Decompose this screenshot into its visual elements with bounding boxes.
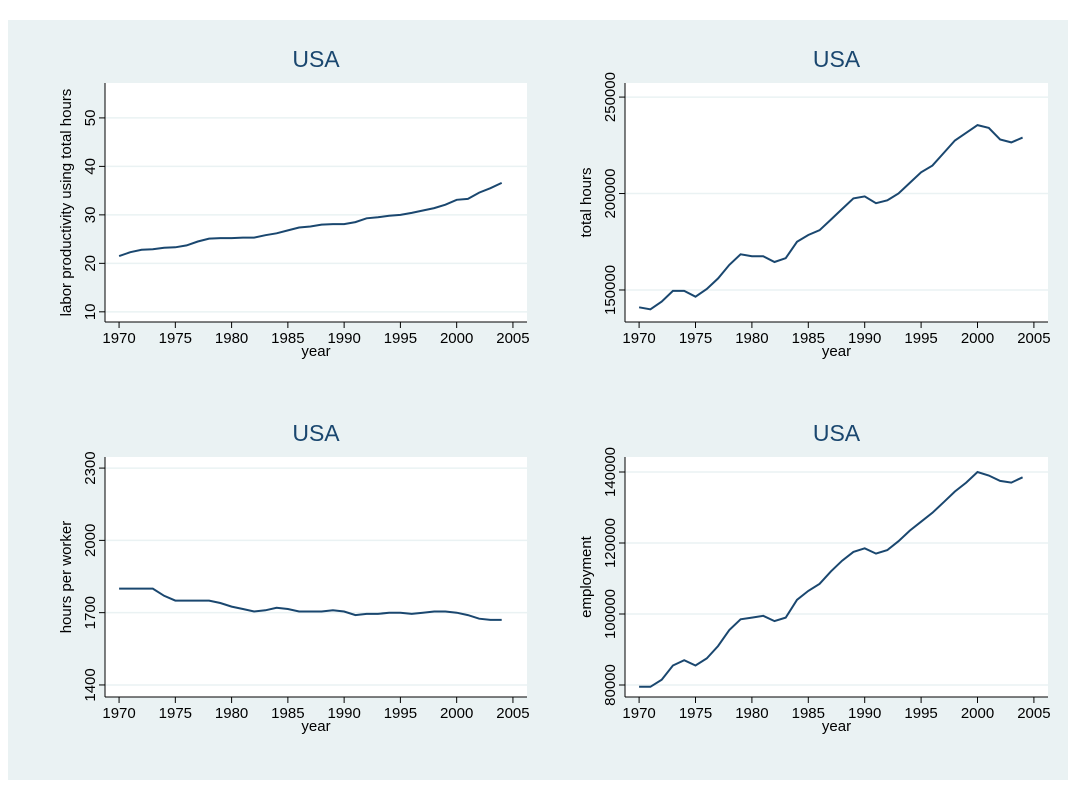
x-tick-label: 1980 — [215, 705, 248, 722]
x-axis-label: year — [822, 343, 851, 360]
x-tick-label: 1985 — [271, 330, 304, 347]
x-tick-label: 1970 — [102, 330, 135, 347]
plot-area — [105, 457, 527, 697]
x-tick-label: 1995 — [384, 705, 417, 722]
plot-area — [105, 83, 527, 322]
plot-area — [625, 457, 1048, 697]
x-axis-label: year — [301, 718, 330, 735]
x-tick-label: 1985 — [792, 705, 825, 722]
y-axis-label: employment — [578, 535, 595, 618]
x-tick-label: 1985 — [271, 705, 304, 722]
x-tick-label: 1970 — [622, 330, 655, 347]
chart-title: USA — [292, 46, 340, 72]
x-tick-label: 2000 — [440, 330, 473, 347]
chart-title: USA — [292, 420, 340, 446]
x-tick-label: 1985 — [792, 330, 825, 347]
y-tick-label: 120000 — [602, 518, 619, 568]
x-tick-label: 2005 — [496, 705, 529, 722]
x-tick-label: 2005 — [1017, 330, 1050, 347]
x-tick-label: 1995 — [904, 330, 937, 347]
x-tick-label: 1980 — [735, 330, 768, 347]
x-tick-label: 2000 — [440, 705, 473, 722]
x-tick-label: 1980 — [215, 330, 248, 347]
y-axis-label: labor productivity using total hours — [58, 89, 75, 317]
x-tick-label: 1970 — [622, 705, 655, 722]
data-line — [638, 124, 1023, 311]
data-line — [118, 181, 503, 258]
chart-title: USA — [813, 420, 861, 446]
x-axis-label: year — [822, 718, 851, 735]
y-tick-label: 140000 — [602, 447, 619, 497]
chart-title: USA — [813, 46, 861, 72]
y-tick-label: 30 — [82, 207, 99, 224]
x-tick-label: 1975 — [679, 705, 712, 722]
y-axis-label: total hours — [578, 167, 595, 237]
y-tick-label: 2000 — [82, 524, 99, 557]
y-tick-label: 20 — [82, 255, 99, 272]
y-tick-label: 100000 — [602, 589, 619, 639]
y-tick-label: 250000 — [602, 72, 619, 122]
x-tick-label: 2000 — [961, 705, 994, 722]
y-tick-label: 200000 — [602, 168, 619, 218]
x-tick-label: 1990 — [848, 330, 881, 347]
x-tick-label: 2000 — [961, 330, 994, 347]
y-axis-label: hours per worker — [58, 521, 75, 634]
y-tick-label: 80000 — [602, 664, 619, 706]
x-tick-label: 1970 — [102, 705, 135, 722]
x-tick-label: 2005 — [496, 330, 529, 347]
x-axis-label: year — [301, 343, 330, 360]
x-tick-label: 1975 — [679, 330, 712, 347]
y-tick-label: 10 — [82, 303, 99, 320]
x-tick-label: 1980 — [735, 705, 768, 722]
data-line — [119, 587, 502, 621]
y-tick-label: 150000 — [602, 265, 619, 315]
x-tick-label: 1990 — [327, 705, 360, 722]
x-tick-label: 2005 — [1017, 705, 1050, 722]
x-tick-label: 1975 — [159, 330, 192, 347]
plot-area — [625, 83, 1048, 322]
data-line — [639, 470, 1024, 688]
y-tick-label: 40 — [82, 158, 99, 175]
x-tick-label: 1990 — [848, 705, 881, 722]
y-tick-label: 1700 — [82, 596, 99, 629]
y-tick-label: 1400 — [82, 668, 99, 701]
y-tick-label: 50 — [82, 110, 99, 127]
y-tick-label: 2300 — [82, 451, 99, 484]
x-tick-label: 1990 — [327, 330, 360, 347]
x-tick-label: 1975 — [159, 705, 192, 722]
x-tick-label: 1995 — [384, 330, 417, 347]
x-tick-label: 1995 — [904, 705, 937, 722]
